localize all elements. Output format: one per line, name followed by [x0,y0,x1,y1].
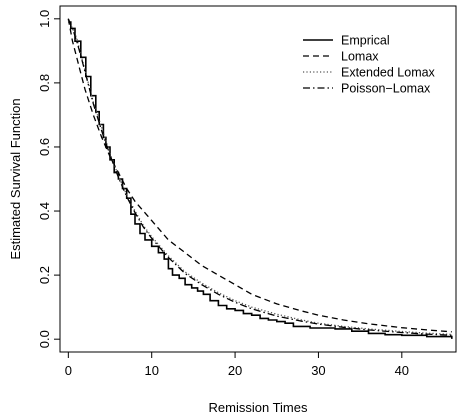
y-axis-label: Estimated Survival Function [8,98,23,259]
legend-label: Extended Lomax [341,66,436,80]
series-line-2 [67,20,452,336]
y-tick-label: 1.0 [37,10,52,28]
legend-label: Emprical [341,34,390,48]
x-axis: 0 10 20 30 40 [65,352,409,378]
y-tick-label: 0.6 [37,138,52,156]
series-line-1 [67,18,452,333]
y-tick-label: 0.8 [37,74,52,92]
x-tick-label: 30 [311,363,325,378]
legend: Emprical Lomax Extended Lomax Poisson−Lomax [303,34,436,96]
y-tick-label: 0.2 [37,266,52,284]
x-axis-label: Remission Times [209,400,308,415]
x-tick-label: 20 [228,363,242,378]
y-axis: 0.0 0.2 0.4 0.6 0.8 1.0 [37,10,60,348]
series-layer [67,18,453,339]
plot-frame [59,5,457,353]
x-tick-label: 10 [144,363,158,378]
legend-label: Lomax [341,50,379,64]
y-tick-label: 0.4 [37,202,52,220]
y-tick-label: 0.0 [37,330,52,348]
x-tick-label: 0 [65,363,72,378]
legend-label: Poisson−Lomax [341,82,431,96]
series-line-3 [67,18,452,336]
x-tick-label: 40 [395,363,409,378]
series-line-0 [68,21,453,339]
